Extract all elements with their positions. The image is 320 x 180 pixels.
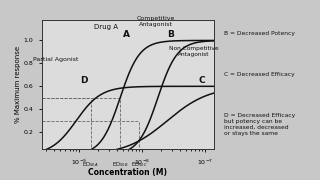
X-axis label: Concentration (M): Concentration (M)	[89, 168, 167, 177]
Text: C = Decreased Efficacy: C = Decreased Efficacy	[224, 72, 295, 77]
Text: B = Decreased Potency: B = Decreased Potency	[224, 31, 295, 36]
Text: Non Competitive
Antagonist: Non Competitive Antagonist	[169, 46, 219, 57]
Text: A: A	[123, 30, 130, 39]
Text: D = Decreased Efficacy
but potency can be
increased, decreased
or stays the same: D = Decreased Efficacy but potency can b…	[224, 113, 295, 136]
Text: D: D	[81, 76, 88, 85]
Text: C: C	[198, 76, 205, 85]
Text: B: B	[167, 30, 174, 39]
Text: Drug A: Drug A	[94, 24, 118, 30]
Y-axis label: % Maximum response: % Maximum response	[15, 46, 20, 123]
Text: ED$_{50B}$: ED$_{50B}$	[112, 160, 128, 168]
Text: Partial Agonist: Partial Agonist	[33, 57, 78, 62]
Text: ED$_{50A}$: ED$_{50A}$	[83, 160, 99, 168]
Text: Competitive
Antagonist: Competitive Antagonist	[137, 16, 175, 27]
Text: ED$_{50C}$: ED$_{50C}$	[131, 160, 147, 168]
